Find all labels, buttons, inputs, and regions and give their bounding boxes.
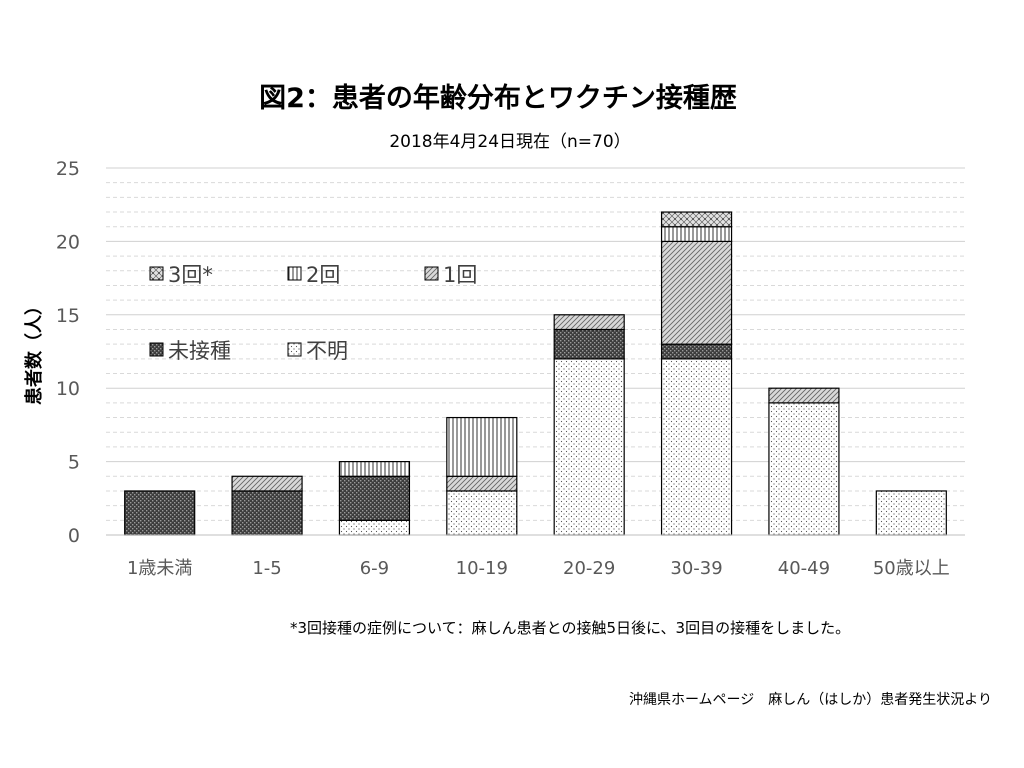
footnote: *3回接種の症例について：麻しん患者との接触5日後に、3回目の接種をしました。 — [290, 619, 851, 637]
bar-segment — [660, 343, 733, 360]
gridlines — [106, 167, 965, 521]
x-tick-label: 30-39 — [670, 558, 722, 579]
y-axis-label: 患者数（人） — [23, 297, 45, 405]
chart-title: 図2：患者の年齢分布とワクチン接種歴 — [259, 82, 737, 114]
bar-segment — [231, 490, 303, 536]
y-tick-label: 10 — [56, 378, 80, 400]
legend-label: 不明 — [306, 339, 348, 363]
bar-segment — [553, 328, 625, 360]
bar-segment — [768, 402, 840, 536]
y-tick-labels: 0 5 10 15 20 25 — [56, 158, 80, 547]
y-tick-label: 5 — [68, 452, 80, 474]
bar-segment — [553, 358, 625, 536]
x-tick-label: 1歳未満 — [127, 558, 192, 579]
bar-segment — [124, 490, 196, 536]
bar-segment — [338, 461, 411, 477]
legend-swatch — [149, 342, 164, 357]
x-tick-label: 6-9 — [360, 558, 389, 579]
y-tick-label: 25 — [56, 158, 80, 180]
x-tick-labels: 1歳未満 1-5 6-9 10-19 20-29 30-39 40-49 50歳以上 — [127, 558, 950, 579]
legend-swatch — [287, 342, 302, 357]
legend-label: 3回* — [168, 263, 213, 287]
bar-segment — [660, 358, 733, 536]
bar-segment — [660, 211, 733, 228]
y-tick-label: 0 — [68, 525, 80, 547]
bar-segment — [231, 475, 303, 492]
x-tick-label: 10-19 — [456, 558, 508, 579]
legend-swatch — [287, 266, 302, 281]
bar-segment — [660, 240, 733, 345]
legend-label: 2回 — [306, 263, 340, 287]
x-tick-label: 1-5 — [252, 558, 281, 579]
source-credit: 沖縄県ホームページ 麻しん（はしか）患者発生状況より — [628, 692, 992, 708]
y-tick-label: 15 — [56, 305, 80, 327]
legend-label: 未接種 — [168, 339, 231, 363]
y-tick-label: 20 — [56, 231, 80, 253]
bar-segment — [338, 519, 411, 536]
legend-swatch — [424, 266, 439, 281]
legend-swatch — [149, 266, 164, 281]
bar-segment — [660, 226, 733, 243]
bar-segment — [446, 475, 518, 492]
x-tick-label: 40-49 — [778, 558, 830, 579]
x-tick-label: 50歳以上 — [873, 558, 950, 579]
bar-segment — [553, 314, 625, 331]
chart-subtitle: 2018年4月24日現在（n=70） — [389, 132, 630, 152]
bar-segment — [875, 490, 947, 536]
bar-segment — [446, 416, 518, 477]
bar-segment — [768, 387, 840, 404]
legend-label: 1回 — [443, 263, 477, 287]
bar-segment — [338, 475, 411, 521]
x-tick-label: 20-29 — [563, 558, 615, 579]
bar-segment — [446, 490, 518, 536]
